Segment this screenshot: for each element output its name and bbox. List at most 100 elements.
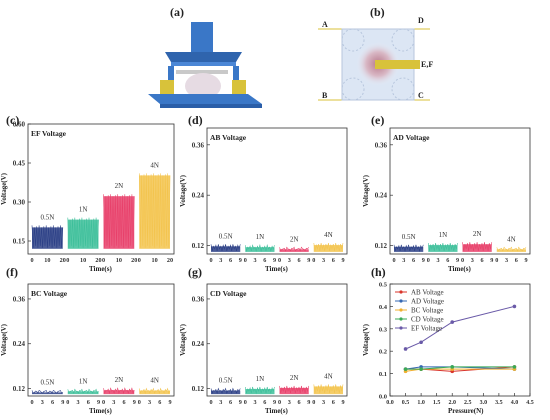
legend-label: BC Voltage xyxy=(411,307,443,315)
x-tick-label: 1.5 xyxy=(433,400,441,406)
x-tick-label: 0 xyxy=(209,257,212,264)
x-tick-label: 3 xyxy=(322,399,325,406)
x-tick-label: 9 xyxy=(239,399,242,406)
y-axis-label: Voltage(V) xyxy=(179,323,187,356)
series-path xyxy=(405,366,515,370)
x-tick-label: 3 xyxy=(219,257,222,264)
chart-g: (g) CD Voltage Voltage(V) Time(s) 0.36 0.24 0.… xyxy=(179,265,348,415)
y-tick-label: 0.0 xyxy=(379,394,387,401)
series-2N xyxy=(103,387,135,395)
y-tick-label: 0.12 xyxy=(375,242,388,250)
chart-f: (f) BC Voltage Voltage(V) Time(s) 0.36 0.24 0.… xyxy=(0,265,175,415)
x-tick-label: 3 xyxy=(253,399,256,406)
x-tick-label: 0.0 xyxy=(386,400,394,406)
x-tick-label: 0 xyxy=(427,257,430,264)
x-tick-label: 9 xyxy=(239,257,242,264)
chart-title: AD Voltage xyxy=(393,133,430,142)
force-label: 0.5N xyxy=(40,213,54,221)
force-label: 2N xyxy=(473,230,482,238)
data-point xyxy=(403,367,408,371)
electrode-layout xyxy=(318,28,430,101)
x-tick-label: 0 xyxy=(30,399,33,406)
panel-a-label: (a) xyxy=(170,5,184,19)
chart-h: (h) Voltage(V) Pressure(N) 0.5 0.4 0.3 0.2 0.1 0… xyxy=(362,265,534,415)
x-tick-label: 1.0 xyxy=(417,400,425,406)
x-tick-label: 3.0 xyxy=(480,400,488,406)
legend-marker xyxy=(399,326,403,330)
legend-label: AD Voltage xyxy=(411,298,444,306)
data-point xyxy=(512,365,517,369)
y-tick-label: 0.3 xyxy=(379,326,388,333)
plot-frame xyxy=(206,127,348,255)
y-tick-label: 0.24 xyxy=(192,192,205,200)
signal-trace xyxy=(428,243,458,251)
signal-band xyxy=(394,246,424,252)
signal-trace xyxy=(103,194,135,248)
signal-band xyxy=(245,389,275,395)
x-tick-label: 0 xyxy=(102,257,105,264)
x-tick-label: 0 xyxy=(102,399,105,406)
x-axis-label: Pressure(N) xyxy=(448,407,484,415)
y-tick-label: 0.36 xyxy=(192,141,205,149)
signal-trace xyxy=(245,386,275,395)
signal-band xyxy=(211,246,241,252)
x-tick-label: 0 xyxy=(244,399,247,406)
force-label: 0.5N xyxy=(40,378,54,386)
panel-d-label: (d) xyxy=(188,113,203,127)
signal-trace xyxy=(103,387,135,395)
x-tick-label: 6 xyxy=(446,257,449,264)
y-tick-label: 0.24 xyxy=(192,340,205,348)
x-tick-label: 6 xyxy=(515,257,518,264)
force-label: 4N xyxy=(150,161,159,169)
signal-band xyxy=(245,247,275,252)
x-tick-label: 9 xyxy=(97,399,100,406)
y-tick-label: 0.2 xyxy=(379,349,387,356)
corner-label-d: D xyxy=(418,16,424,25)
x-tick-label: 6 xyxy=(122,399,125,406)
chart-e: (e) AD Voltage Voltage(V) Time(s) 0.36 0.24 0.… xyxy=(362,113,531,273)
legend-marker xyxy=(399,299,403,303)
y-tick-label: 0.36 xyxy=(192,295,205,303)
force-label: 4N xyxy=(150,377,159,385)
signal-band xyxy=(313,386,343,395)
plot-frame xyxy=(27,123,175,255)
signal-trace xyxy=(496,246,527,252)
x-tick-label: 2.5 xyxy=(464,400,472,406)
x-tick-label: 3 xyxy=(402,257,405,264)
plot-frame xyxy=(206,283,348,397)
series-4N xyxy=(313,384,344,395)
y-tick-label: 0.12 xyxy=(192,385,205,393)
series-1N xyxy=(428,243,458,252)
series-0.5N xyxy=(31,389,63,395)
x-tick-label: 6 xyxy=(297,257,300,264)
panel-f-label: (f) xyxy=(6,265,18,279)
x-tick-label: 0 xyxy=(392,257,395,264)
signal-trace xyxy=(67,217,99,248)
signal-band xyxy=(279,249,309,252)
x-tick-label: 20 xyxy=(95,257,101,264)
x-tick-label: 3 xyxy=(219,399,222,406)
panel-c-label: (c) xyxy=(6,113,19,127)
signal-band xyxy=(313,245,343,252)
x-tick-label: 10 xyxy=(116,257,122,264)
panel-h-label: (h) xyxy=(371,265,386,279)
data-point xyxy=(403,347,408,351)
x-tick-label: 0 xyxy=(495,257,498,264)
x-tick-label: 9 xyxy=(168,399,171,406)
x-tick-label: 10 xyxy=(44,257,50,264)
x-tick-label: 9 xyxy=(456,257,459,264)
series-line xyxy=(403,304,517,351)
x-tick-label: 3 xyxy=(288,257,291,264)
series-4N xyxy=(139,173,171,249)
x-tick-label: 2.0 xyxy=(448,400,456,406)
x-tick-label: 3 xyxy=(436,257,439,264)
data-point xyxy=(450,365,455,369)
y-tick-label: 0.12 xyxy=(192,242,205,250)
x-tick-label: 3 xyxy=(505,257,508,264)
x-tick-label: 3 xyxy=(288,399,291,406)
y-tick-label: 0.15 xyxy=(13,238,26,246)
signal-trace xyxy=(462,242,493,251)
legend-marker xyxy=(399,290,403,294)
x-tick-label: 6 xyxy=(263,399,266,406)
chart-d: (d) AB Voltage Voltage(V) Time(s) 0.36 0.24 0.… xyxy=(179,113,348,273)
